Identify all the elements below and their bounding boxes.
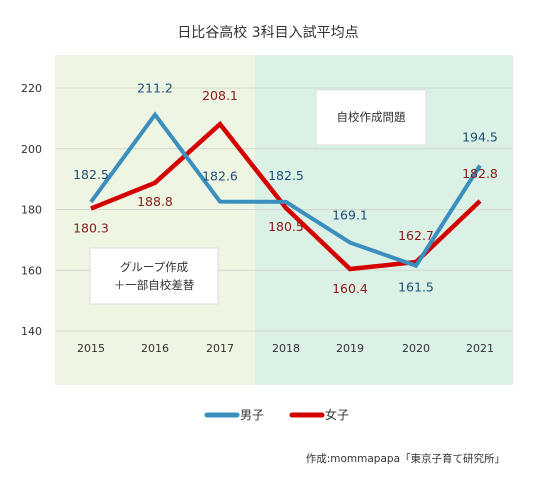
series	[89, 111, 482, 272]
x-tick-label: 2019	[336, 342, 364, 355]
data-label: 211.2	[137, 81, 173, 96]
annotation-text: ＋一部自校差替	[114, 278, 195, 292]
y-tick-label: 200	[21, 143, 42, 156]
data-label: 194.5	[462, 129, 498, 144]
annotation-school-made: 自校作成問題	[315, 89, 427, 146]
region-common-test	[55, 55, 255, 385]
x-tick-label: 2020	[402, 342, 430, 355]
annotation-box	[315, 89, 427, 146]
data-label: 169.1	[332, 208, 368, 223]
x-tick-label: 2017	[206, 342, 234, 355]
y-tick-label: 220	[21, 82, 42, 95]
annotation-group-made: グループ作成 ＋一部自校差替	[89, 247, 219, 305]
x-axis: 2015 2016 2017 2018 2019 2020 2021	[77, 342, 494, 355]
y-tick-label: 180	[21, 204, 42, 217]
data-label: 180.5	[268, 219, 304, 234]
data-label: 162.7	[398, 228, 434, 243]
data-labels: 182.5 211.2 182.6 182.5 169.1 161.5 194.5 180.3…	[73, 81, 498, 296]
y-tick-label: 140	[21, 325, 42, 338]
x-tick-label: 2018	[272, 342, 300, 355]
x-tick-label: 2021	[466, 342, 494, 355]
legend-label-girls: 女子	[325, 407, 349, 422]
data-label: 208.1	[202, 88, 238, 103]
data-label: 180.3	[73, 221, 109, 236]
annotation-text: グループ作成	[120, 260, 189, 274]
x-tick-label: 2016	[141, 342, 169, 355]
legend: 男子 女子	[204, 407, 349, 422]
legend-label-boys: 男子	[240, 408, 264, 422]
data-label: 182.5	[268, 168, 304, 183]
source-credit: 作成:mommapapa「東京子育て研究所」	[306, 452, 505, 465]
data-label: 188.8	[137, 194, 173, 209]
annotation-box	[89, 247, 219, 305]
data-label: 182.5	[73, 167, 109, 182]
y-tick-label: 160	[21, 264, 42, 277]
data-label: 160.4	[332, 281, 368, 296]
y-axis: 140 160 180 200 220	[21, 82, 42, 338]
data-label: 182.8	[462, 166, 498, 181]
data-label: 182.6	[202, 169, 238, 184]
annotation-text: 自校作成問題	[337, 110, 406, 124]
data-label: 161.5	[398, 280, 434, 295]
chart-title: 日比谷高校 3科目入試平均点	[177, 24, 358, 41]
series-line-boys	[89, 111, 482, 269]
x-tick-label: 2015	[77, 342, 105, 355]
